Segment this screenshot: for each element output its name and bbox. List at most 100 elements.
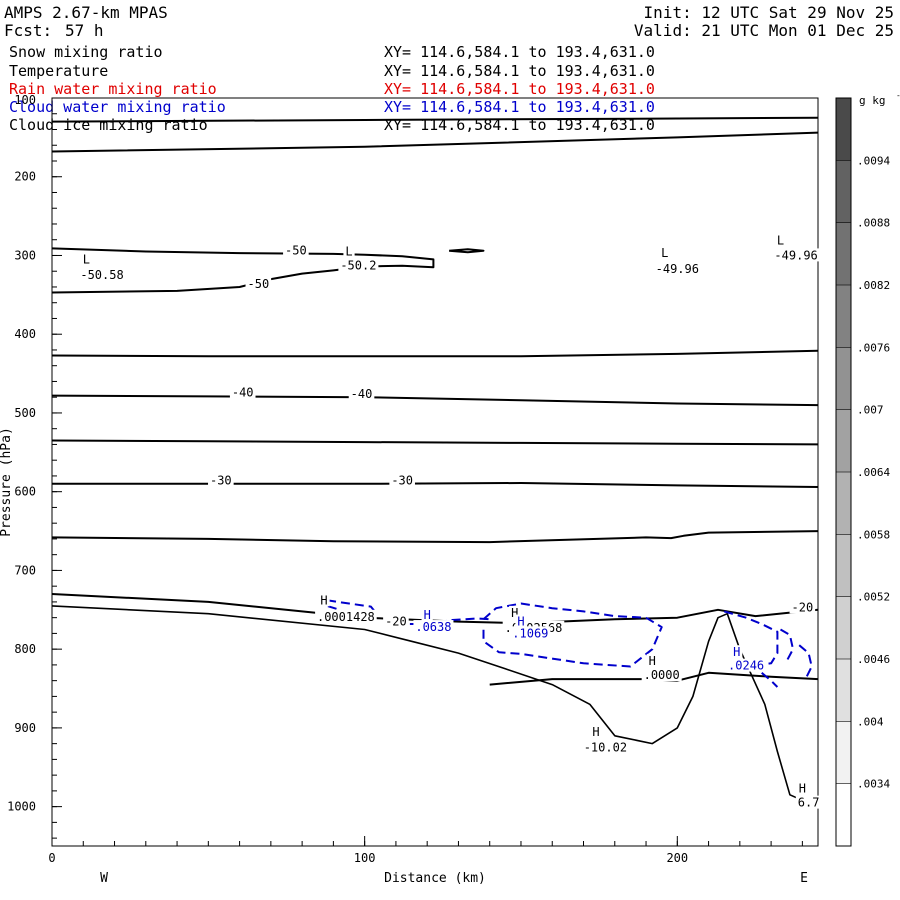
isotherm-660: [51, 530, 819, 544]
temperature-contours: [51, 116, 819, 686]
colorbar-label: .004: [857, 715, 884, 728]
isotherm-535: [51, 439, 819, 446]
contour-label: H: [733, 645, 740, 659]
x-tick-label: 0: [48, 851, 55, 865]
colorbar-label: .0046: [857, 653, 890, 666]
colorbar-label: .0034: [857, 778, 890, 791]
contour-label-bg: [581, 740, 629, 754]
contour-label-bg: [653, 261, 701, 275]
forecast-label: Fcst:: [4, 21, 53, 40]
contour-label: -10.02: [584, 741, 627, 755]
contour-label-bg: [646, 653, 658, 667]
contour-label: L: [83, 252, 90, 266]
contour-label-bg: [774, 233, 787, 247]
terrain-line: [51, 605, 818, 802]
colorbar: .0034 .004 .0046 .0052 .0058 .0064 .007 .0076 .0…: [835, 91, 900, 847]
contour-label-bg: [772, 248, 820, 262]
plot-frame: [51, 97, 819, 847]
contour-label: -20: [792, 600, 814, 614]
contour-label: H: [592, 725, 599, 739]
forecast-hour: 57 h: [65, 21, 104, 40]
cloud-water-cell-3: [482, 602, 663, 668]
colorbar-label: .0088: [857, 217, 890, 230]
layer-xy-cloud-water: XY= 114.6,584.1 to 193.4,631.0: [384, 98, 655, 116]
layer-name-temperature: Temperature: [9, 62, 109, 80]
isotherm-top-2: [51, 131, 819, 153]
layer-xy-rain: XY= 114.6,584.1 to 193.4,631.0: [384, 80, 655, 98]
y-tick-label: 400: [14, 327, 36, 341]
west-label: W: [100, 871, 108, 886]
colorbar-label: .0052: [857, 591, 890, 604]
colorbar-swatch: [836, 783, 851, 846]
contour-label-bg: [348, 386, 375, 400]
colorbar-swatch: [836, 596, 851, 659]
contour-label: -50: [248, 277, 270, 291]
colorbar-swatch: [836, 534, 851, 597]
y-top-tick-label: 100: [14, 93, 36, 107]
colorbar-swatch: [836, 409, 851, 472]
contour-label: -20: [385, 615, 407, 629]
contour-label: -30: [391, 474, 413, 488]
contour-label: H: [511, 606, 518, 620]
contour-label-bg: [509, 605, 521, 619]
terrain-profile: [51, 605, 818, 802]
x-axis-title: Distance (km): [384, 871, 486, 886]
isotherm-minus-40: [51, 394, 819, 407]
colorbar-swatch: [836, 472, 851, 535]
y-tick-label: 300: [14, 248, 36, 262]
colorbar-label: .0064: [857, 466, 890, 479]
colorbar-unit-exponent: -1: [896, 91, 900, 100]
contour-label: -50.2: [340, 259, 376, 273]
contour-label: H: [799, 781, 806, 795]
colorbar-swatch: [836, 659, 851, 722]
colorbar-label: .0094: [857, 154, 890, 167]
colorbar-swatch: [836, 285, 851, 348]
isotherm-minus-20: [51, 593, 819, 625]
contour-label: L: [661, 246, 668, 260]
colorbar-swatch: [836, 98, 851, 161]
contour-label-bg: [343, 244, 355, 258]
contour-label: -50: [285, 244, 307, 258]
contour-label: H: [424, 608, 431, 622]
contour-label-bg: [338, 258, 379, 272]
y-tick-label: 700: [14, 563, 36, 577]
contour-label: H: [649, 654, 656, 668]
contour-label: L: [777, 233, 784, 247]
contour-label: -40: [351, 387, 373, 401]
contour-label-bg: [208, 473, 234, 487]
contour-label: H: [517, 615, 524, 629]
cloud-water-cell-7: [761, 672, 779, 688]
contour-label-bg: [78, 268, 126, 282]
plot-border: [51, 97, 819, 847]
x-tick-label: 100: [354, 851, 376, 865]
contour-label-bg: [413, 620, 454, 634]
contour-label: -40: [232, 385, 254, 399]
layer-xy-temperature: XY= 114.6,584.1 to 193.4,631.0: [384, 62, 655, 80]
cloud-water-contours: [326, 599, 813, 688]
contour-labels: L-50.58L-50.2L-49.96L-49.96-50-50-40 -40-…: [78, 233, 822, 810]
contour-label: -50.58: [80, 268, 123, 282]
contour-label: H: [320, 593, 327, 607]
contour-label-bg: [515, 614, 527, 628]
contour-label-bg: [726, 658, 767, 672]
contour-label-bg: [590, 724, 602, 738]
contour-label-bg: [731, 645, 743, 659]
colorbar-label: .007: [857, 404, 884, 417]
isotherm-top-1: [51, 116, 819, 123]
colorbar-unit: g kg: [859, 94, 886, 107]
contour-label-bg: [641, 668, 682, 682]
y-tick-label: 1000: [7, 800, 36, 814]
contour-label-bg: [229, 385, 256, 399]
cloud-water-cell-5: [779, 628, 794, 662]
y-tick-label: 200: [14, 170, 36, 184]
contour-label: .0638: [415, 620, 451, 634]
y-axis-title: Pressure (hPa): [0, 427, 14, 537]
contour-label-bg: [315, 609, 377, 623]
colorbar-swatch: [836, 347, 851, 410]
east-label: E: [800, 871, 808, 886]
layer-name-rain: Rain water mixing ratio: [9, 80, 217, 98]
x-tick-label: 200: [666, 851, 688, 865]
valid-time: Valid: 21 UTC Mon 01 Dec 25: [633, 21, 894, 40]
y-tick-label: 600: [14, 485, 36, 499]
